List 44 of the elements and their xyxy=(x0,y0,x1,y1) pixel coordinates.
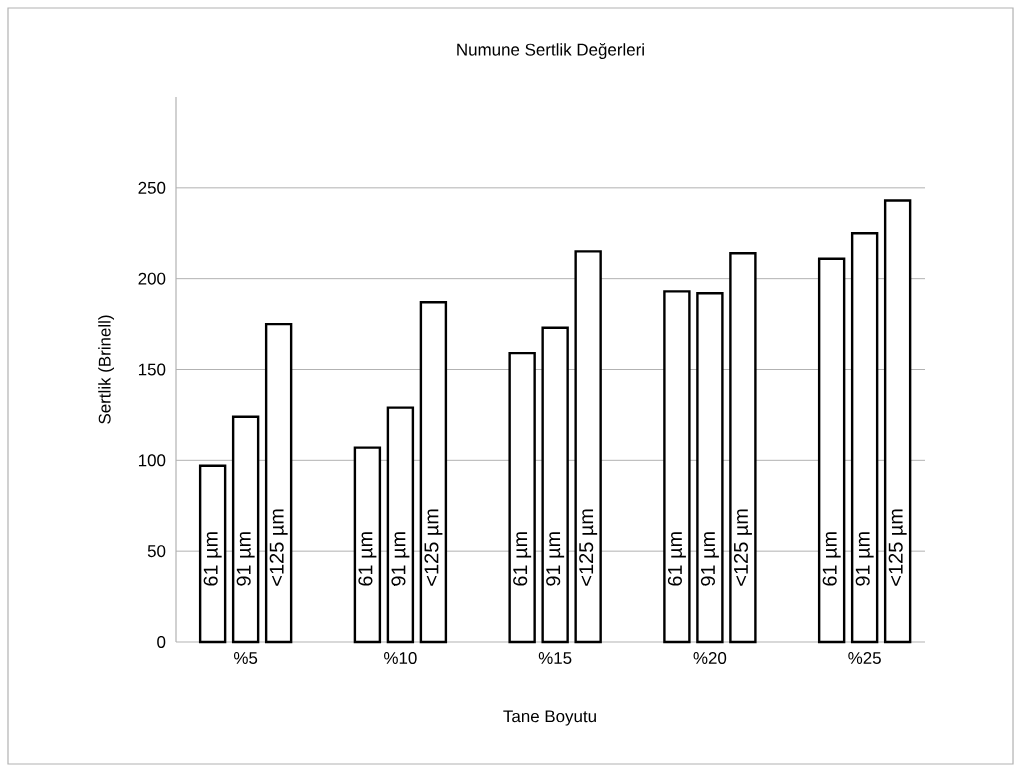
text: 91 µm xyxy=(855,532,874,586)
series-label: <125 µm xyxy=(424,509,443,586)
bar xyxy=(353,446,382,644)
bar xyxy=(817,257,846,644)
bar xyxy=(574,250,602,644)
series-label: 91 µm xyxy=(391,532,410,586)
y-tick-label: 250 xyxy=(138,181,166,194)
bar xyxy=(696,292,724,644)
text: 61 µm xyxy=(822,532,841,586)
y-tick-label: 0 xyxy=(157,636,166,648)
text: 91 µm xyxy=(700,532,719,586)
bar xyxy=(729,252,757,644)
x-tick-label: %25 xyxy=(848,652,881,665)
bar xyxy=(883,199,912,644)
bar xyxy=(663,290,691,644)
bar xyxy=(419,301,448,644)
series-label: 61 µm xyxy=(203,532,222,586)
text: <125 µm xyxy=(888,509,907,586)
x-tick-label: %20 xyxy=(693,652,727,665)
text: 61 µm xyxy=(667,532,686,586)
text: <125 µm xyxy=(269,509,288,586)
bar xyxy=(386,406,415,644)
bar xyxy=(231,415,260,644)
y-tick-label: 150 xyxy=(138,363,166,376)
y-tick-label: 100 xyxy=(138,454,166,467)
bar xyxy=(541,326,569,644)
bar xyxy=(198,464,227,644)
bar xyxy=(508,351,536,644)
x-tick-label: %5 xyxy=(233,652,258,664)
text: 61 µm xyxy=(513,532,532,586)
x-tick-label: %15 xyxy=(538,652,572,664)
text: <125 µm xyxy=(733,509,752,586)
chart-title: Numune Sertlik Değerleri xyxy=(457,42,644,59)
text: 61 µm xyxy=(358,532,377,586)
y-tick-label: 50 xyxy=(147,545,166,558)
y-tick-label: 200 xyxy=(138,272,166,285)
y-axis-title: Sertlik (Brinell) xyxy=(98,315,114,424)
bar xyxy=(264,322,293,644)
text: 91 µm xyxy=(546,532,565,586)
text: 91 µm xyxy=(236,532,255,586)
x-axis-title: Tane Boyutu xyxy=(503,710,596,726)
bar xyxy=(850,232,879,644)
text: <125 µm xyxy=(579,509,598,586)
x-tick-label: %10 xyxy=(384,652,417,665)
